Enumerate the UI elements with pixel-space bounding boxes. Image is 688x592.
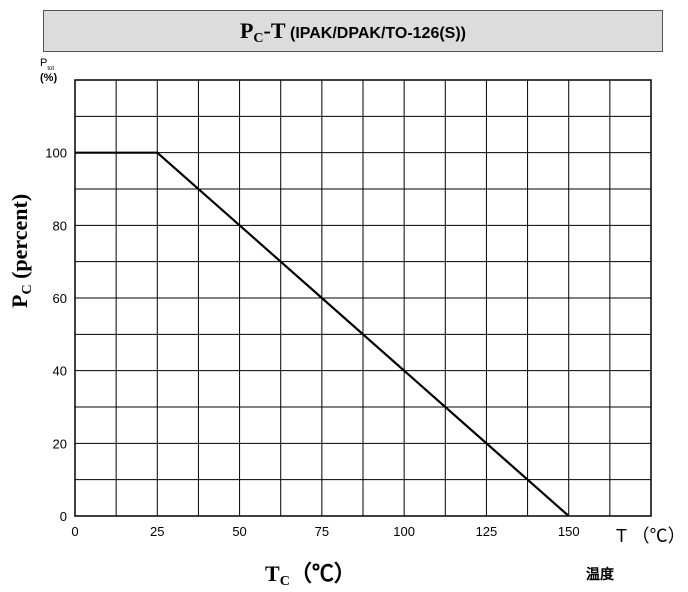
y-axis-tag-main: P <box>40 57 48 69</box>
y-tick-label: 20 <box>53 436 67 451</box>
ylabel-main: P <box>7 294 32 308</box>
x-axis-label: TC（℃） <box>265 556 356 589</box>
x-tick-label: 0 <box>71 524 78 539</box>
y-tick-label: 40 <box>53 364 67 379</box>
title-rest: (IPAK/DPAK/TO-126(S)) <box>285 25 467 42</box>
x-tick-label: 75 <box>315 524 329 539</box>
chart-title: PC-T (IPAK/DPAK/TO-126(S)) <box>43 10 663 52</box>
x-axis-unit: T （℃） <box>616 526 686 546</box>
xlabel-rest: （℃） <box>289 561 356 586</box>
y-axis-tag-sub: tot <box>47 66 55 72</box>
y-tick-label: 80 <box>53 218 67 233</box>
title-dash: -T <box>263 18 286 43</box>
derating-curve <box>75 151 570 517</box>
y-axis-tag-unit: (%) <box>40 72 58 84</box>
y-axis-label: PC (percent) <box>7 193 35 308</box>
plot-frame <box>74 79 652 517</box>
x-tick-label: 25 <box>150 524 164 539</box>
y-axis-tag: Ptot <box>40 57 55 73</box>
title-main: P <box>239 18 254 43</box>
y-tick-label: 100 <box>45 146 67 161</box>
x-tick-label: 50 <box>232 524 246 539</box>
x-tick-label: 125 <box>476 524 498 539</box>
title-sub: C <box>253 31 264 46</box>
tick-labels: 0 25 50 75 100 125 150 0 20 40 60 80 100 <box>45 146 579 539</box>
grid <box>74 79 652 517</box>
xlabel-main: T <box>265 561 280 586</box>
y-tick-label: 0 <box>60 509 67 524</box>
xlabel-sub: C <box>279 574 290 589</box>
y-tick-label: 60 <box>53 291 67 306</box>
x-axis-label-chinese: 温度 <box>586 566 614 582</box>
ylabel-rest: (percent) <box>7 193 32 285</box>
x-tick-label: 100 <box>393 524 415 539</box>
ylabel-sub: C <box>20 284 35 295</box>
series <box>75 151 570 517</box>
x-tick-label: 150 <box>558 524 580 539</box>
